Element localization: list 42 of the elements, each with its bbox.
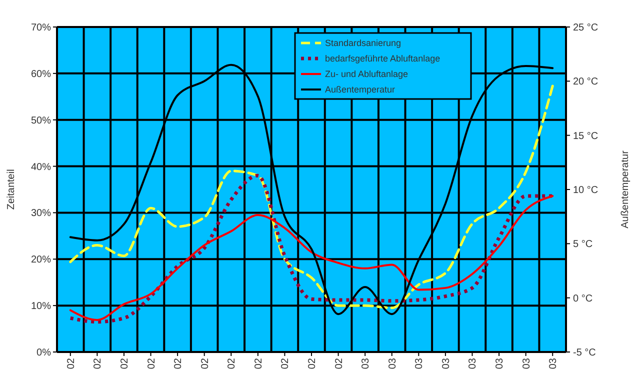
x-tick-label: 03 [387,358,398,370]
y2-tick-label: 15 °C [573,130,598,142]
y2-tick-label: 0 °C [573,293,593,304]
x-tick-label: 03 [440,358,452,370]
line-series [69,195,554,321]
y2-tick-label: 20 °C [573,76,598,88]
y-tick-label: 60% [30,68,52,80]
x-tick-label: 02 [253,358,264,370]
x-tick-label: 02 [280,358,292,370]
x-tick-label: 03 [360,358,372,370]
y-tick-label: 70% [30,22,52,34]
y2-tick-label: 10 °C [573,185,598,196]
y-axis-title: Zeitanteil [6,169,17,210]
x-tick-label: 03 [414,358,426,370]
x-tick-label: 02 [92,358,104,370]
x-tick-label: 03 [468,358,479,370]
y2-axis-title: Außentemperatur [620,150,631,228]
y-tick-label: 10% [30,301,52,312]
x-tick-label: 03 [494,358,506,370]
x-tick-label: 02 [146,358,158,370]
y2-tick-label: 5 °C [573,239,593,250]
x-tick-label: 02 [200,358,211,370]
y-tick-label: 0% [36,348,52,358]
x-tick-label: 02 [226,358,238,370]
x-tick-label: 02 [66,358,77,370]
y-tick-label: 20% [30,254,52,266]
line-series [68,174,554,324]
legend-label: Zu- und Abluftanlage [325,69,408,80]
legend-label: bedarfsgeführte Abluftanlage [325,54,440,64]
x-tick-label: 02 [119,358,130,370]
x-tick-label: 03 [521,358,532,370]
y2-tick-label: 25 °C [573,22,598,34]
x-tick-label: 02 [173,358,184,370]
x-tick-label: 02 [334,358,345,370]
legend-label: Standardsanierung [325,38,402,48]
y-tick-label: 30% [30,208,52,220]
legend-label: Außentemperatur [325,84,396,95]
y-tick-label: 50% [30,115,52,126]
x-tick-label: 02 [307,358,318,370]
y-tick-label: 40% [30,162,52,173]
x-tick-label: 03 [548,358,560,370]
y2-tick-label: -5 °C [573,348,596,358]
